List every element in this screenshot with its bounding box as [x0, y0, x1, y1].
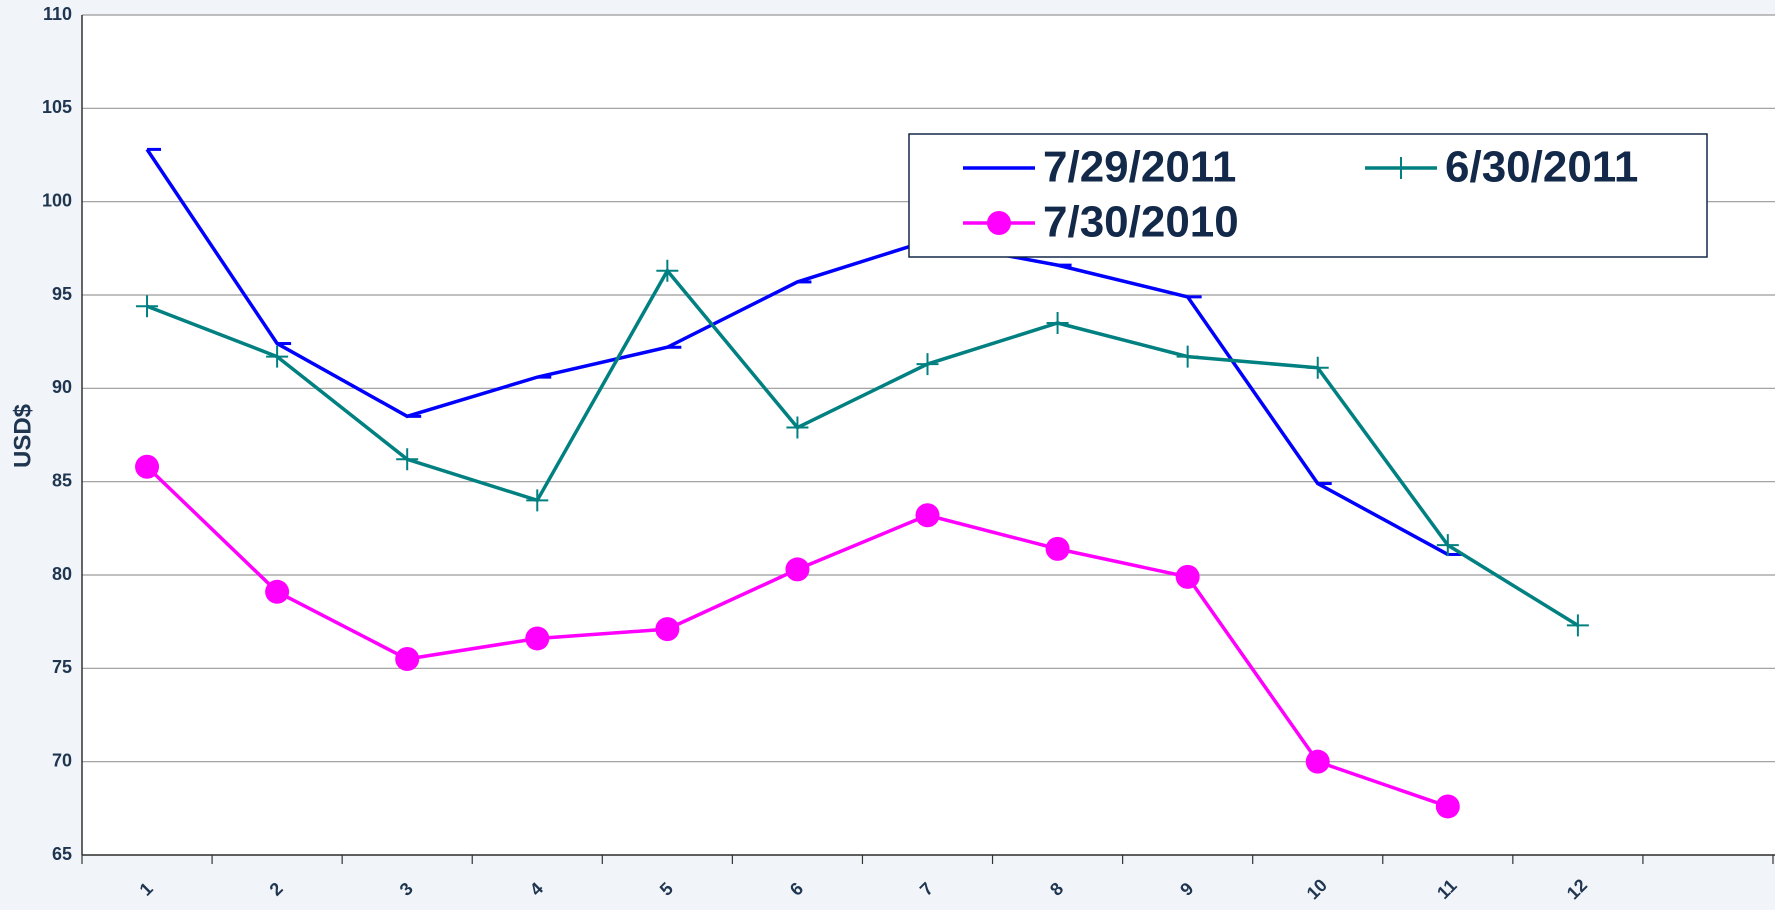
- marker: [136, 295, 159, 318]
- marker: [1436, 534, 1459, 557]
- marker: [916, 353, 939, 376]
- marker: [1045, 536, 1070, 561]
- y-tick-label: 100: [42, 190, 72, 210]
- y-axis-label: USD$: [9, 403, 36, 468]
- marker: [987, 211, 1011, 235]
- marker: [396, 448, 419, 471]
- marker: [1306, 356, 1329, 379]
- y-tick-label: 95: [52, 284, 72, 304]
- marker: [525, 626, 550, 651]
- y-tick-label: 70: [52, 750, 72, 770]
- y-tick-label: 85: [52, 470, 72, 490]
- y-tick-label: 105: [42, 97, 72, 117]
- marker: [265, 579, 290, 604]
- series-line: [146, 267, 1579, 627]
- marker: [395, 647, 420, 671]
- marker: [915, 503, 940, 528]
- legend-label: 6/30/2011: [1445, 143, 1638, 192]
- marker: [1390, 157, 1412, 179]
- legend-label: 7/30/2010: [1043, 198, 1239, 247]
- marker: [786, 416, 809, 439]
- y-tick-label: 80: [52, 564, 72, 584]
- marker: [785, 557, 810, 582]
- y-tick-label: 110: [43, 4, 72, 24]
- marker: [1175, 564, 1200, 589]
- legend-label: 7/29/2011: [1043, 143, 1236, 192]
- marker: [655, 617, 680, 642]
- marker: [1566, 614, 1589, 637]
- marker: [1046, 312, 1069, 334]
- marker: [266, 345, 289, 368]
- y-tick-label: 90: [52, 377, 72, 397]
- marker: [1176, 345, 1199, 368]
- legend: 7/29/2011 6/30/2011 7/30/2010: [908, 133, 1708, 258]
- marker: [135, 454, 160, 479]
- y-tick-label: 65: [52, 844, 72, 864]
- marker: [656, 259, 679, 282]
- legend-box: [908, 133, 1708, 258]
- marker: [526, 489, 549, 512]
- marker: [1435, 794, 1460, 819]
- y-tick-label: 75: [52, 657, 72, 677]
- marker: [1305, 749, 1330, 774]
